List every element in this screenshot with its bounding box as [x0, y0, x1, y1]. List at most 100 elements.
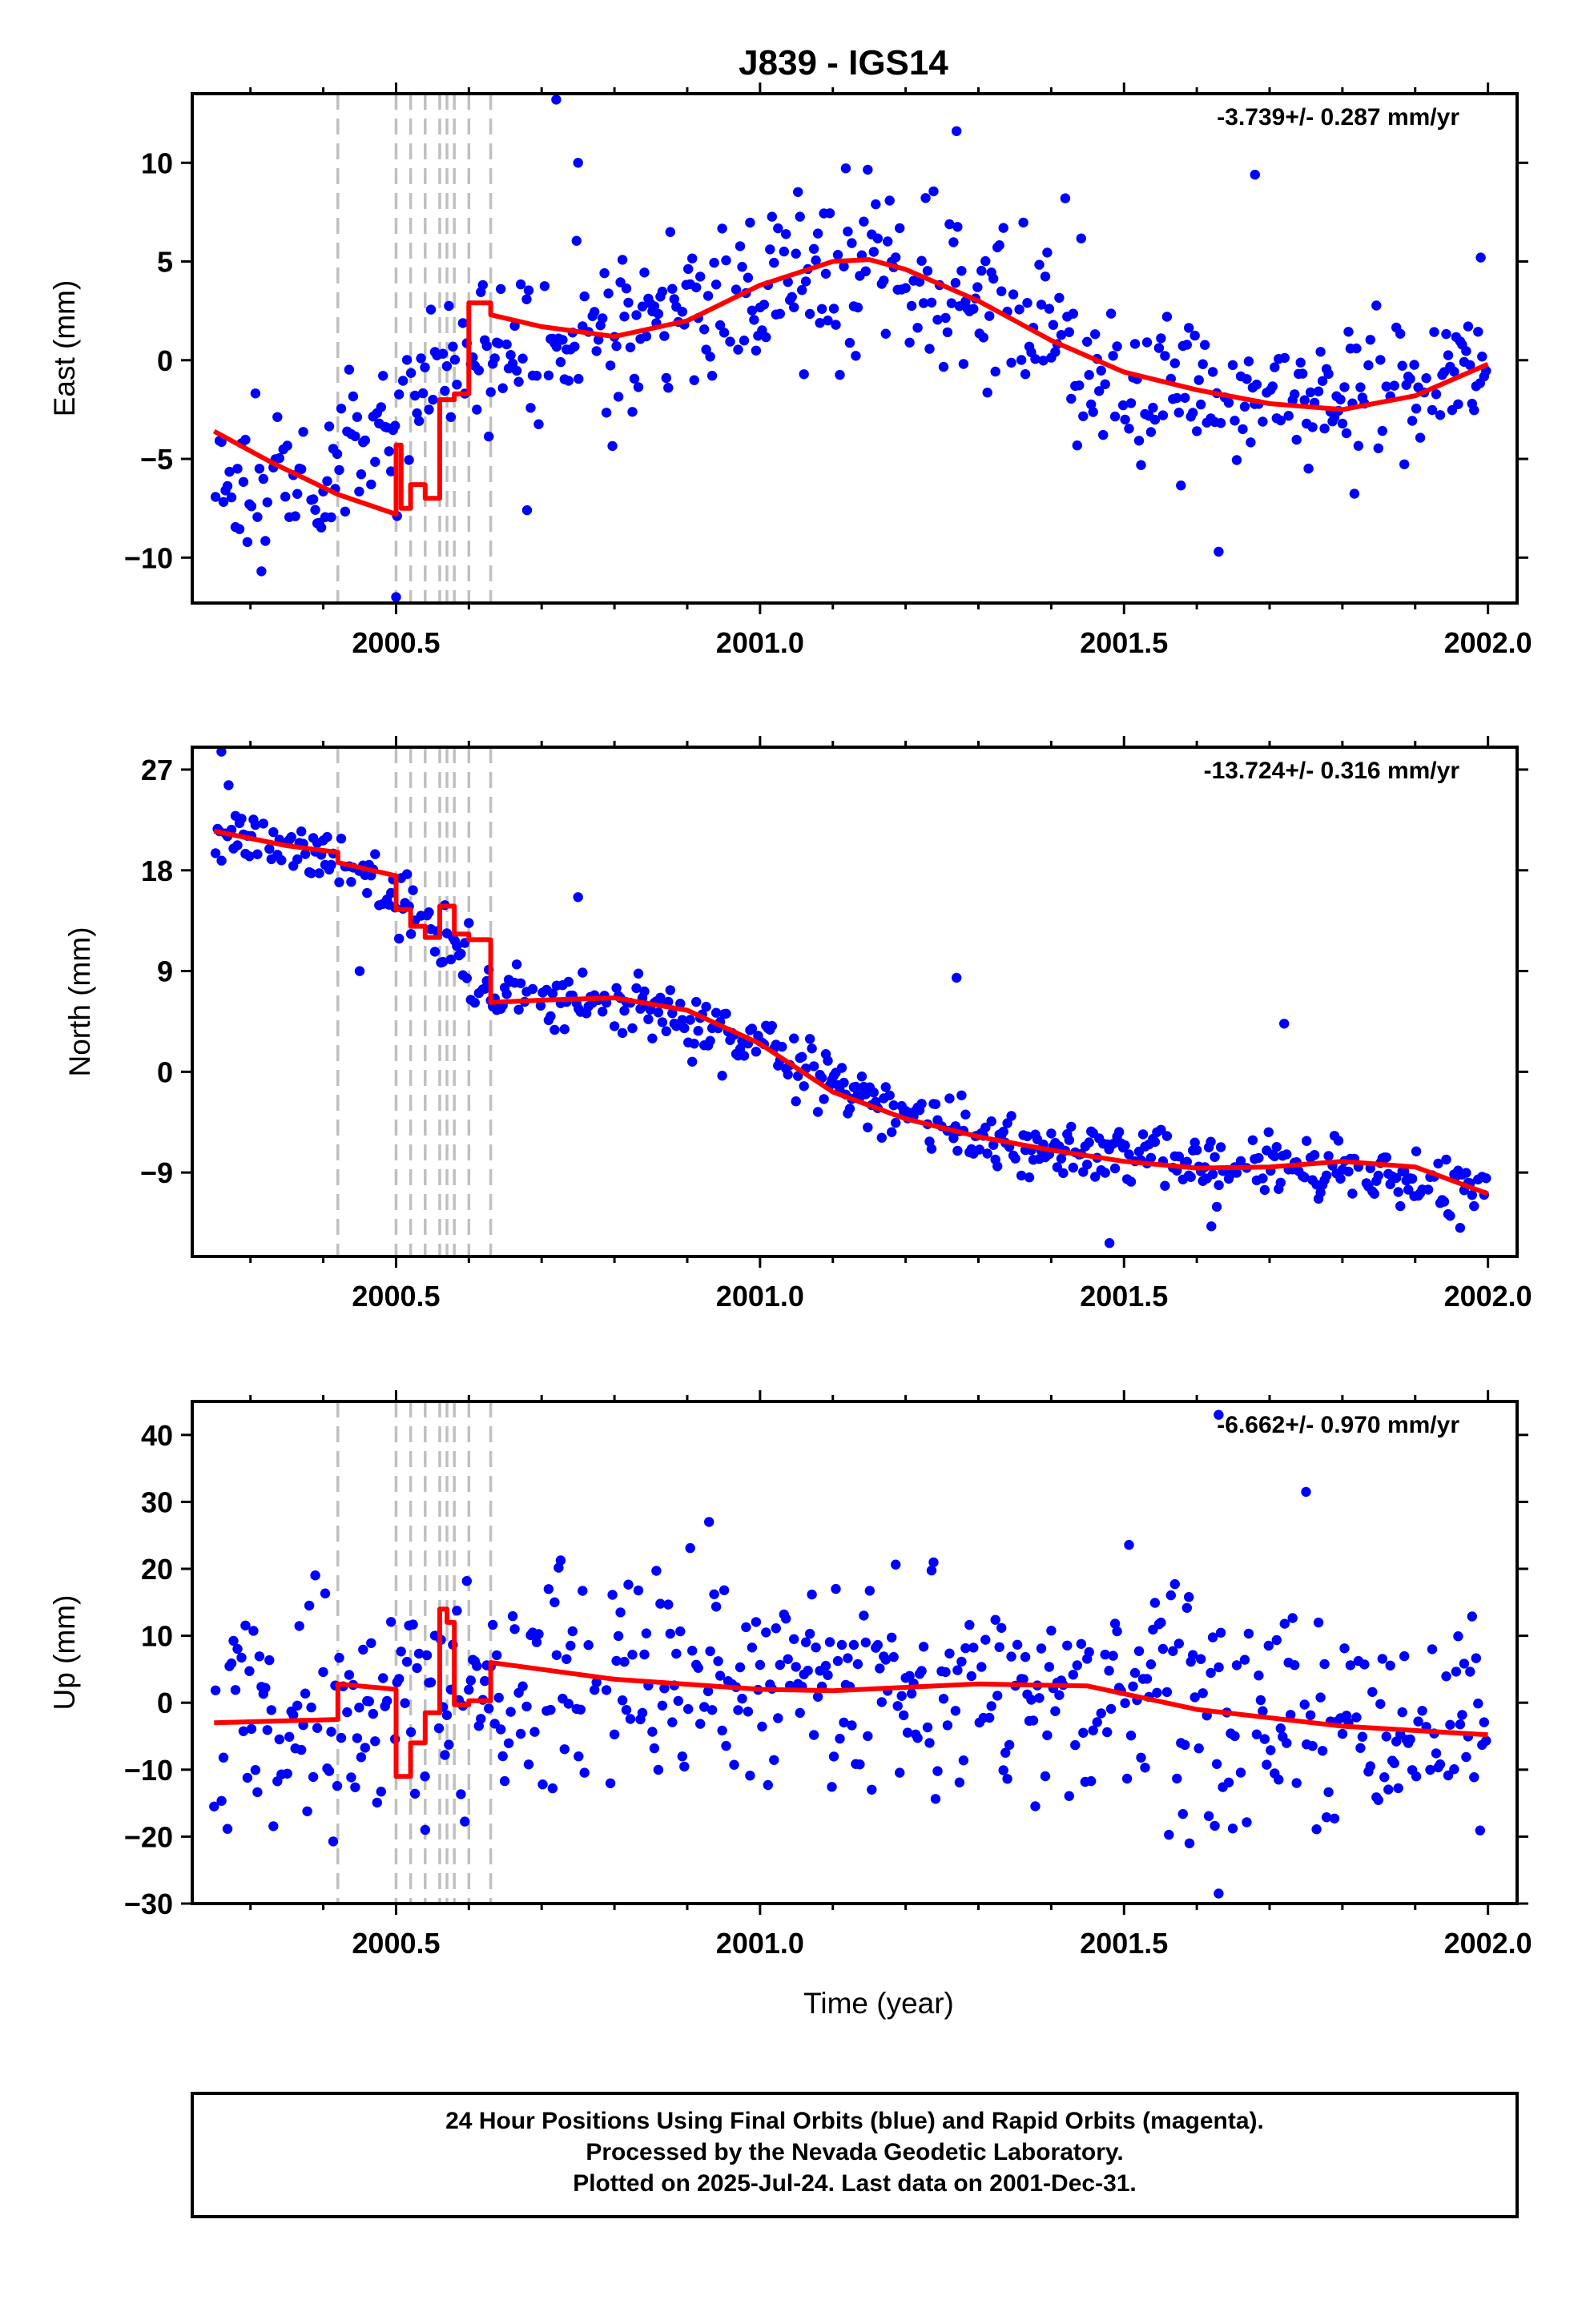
data-point [888, 1100, 899, 1111]
data-point [1172, 1773, 1182, 1784]
y-tick-label: −10 [124, 1754, 173, 1787]
data-point [1020, 1651, 1031, 1663]
data-point [876, 1132, 888, 1143]
data-point [340, 506, 351, 517]
data-point [960, 1642, 971, 1654]
data-point [1301, 1486, 1311, 1498]
data-point [1214, 546, 1224, 557]
data-point [346, 1772, 356, 1783]
data-point [579, 291, 590, 302]
data-point [601, 408, 612, 418]
data-point [879, 275, 889, 286]
data-point [665, 985, 675, 995]
data-point [1164, 1829, 1174, 1840]
data-point [1351, 1712, 1362, 1723]
data-point [946, 298, 957, 308]
data-point [710, 1602, 722, 1612]
data-point [820, 268, 831, 279]
data-point [1022, 298, 1032, 308]
data-point [988, 273, 999, 284]
data-point [1263, 1640, 1274, 1651]
data-point [354, 486, 364, 497]
data-point [891, 1117, 901, 1128]
data-point [625, 342, 636, 352]
data-point [649, 301, 660, 312]
data-point [1258, 1706, 1268, 1716]
data-point [401, 869, 413, 879]
data-point [990, 366, 1000, 377]
data-point [603, 288, 614, 299]
data-point [1239, 401, 1250, 412]
data-point [964, 1619, 975, 1630]
data-point [496, 283, 506, 295]
data-point [1084, 370, 1094, 380]
data-point [675, 1626, 686, 1637]
data-point [493, 338, 504, 349]
data-point [244, 1666, 255, 1676]
data-point [573, 158, 583, 168]
data-point [397, 376, 409, 386]
data-point [456, 1789, 466, 1799]
data-point [693, 1026, 703, 1036]
data-point [891, 1559, 901, 1570]
data-point [883, 236, 893, 247]
data-point [1058, 1168, 1069, 1179]
data-point [996, 286, 1007, 296]
data-point [405, 368, 417, 378]
data-point [1054, 1690, 1065, 1700]
data-point [348, 391, 359, 402]
data-point [517, 1681, 528, 1691]
data-point [739, 1051, 750, 1061]
data-point [982, 1148, 992, 1159]
data-point [761, 332, 771, 343]
data-point [775, 1659, 785, 1671]
data-point [242, 537, 253, 548]
data-point [1124, 1149, 1134, 1160]
data-point [988, 1140, 999, 1150]
data-point [1198, 359, 1208, 369]
data-point [484, 1703, 494, 1714]
data-point [1148, 402, 1158, 413]
data-point [256, 566, 267, 577]
data-point [521, 294, 532, 304]
data-point [408, 885, 418, 895]
data-point [719, 1585, 730, 1596]
data-point [930, 1794, 941, 1804]
data-point [226, 1658, 237, 1669]
data-point [499, 1775, 510, 1787]
data-point [1016, 355, 1027, 365]
x-tick-label: 2002.0 [1444, 1280, 1532, 1313]
data-point [1399, 1166, 1410, 1177]
data-point [1473, 327, 1483, 337]
data-point [986, 1701, 996, 1711]
data-point [1129, 1667, 1141, 1679]
data-point [1100, 1168, 1110, 1178]
data-point [318, 1667, 328, 1678]
data-point [1299, 1172, 1310, 1183]
data-point [1048, 320, 1059, 330]
data-point [804, 1034, 815, 1044]
data-point [386, 887, 396, 899]
data-point [871, 199, 881, 210]
data-point [621, 1705, 632, 1715]
data-point [563, 376, 574, 386]
data-point [480, 983, 490, 994]
data-point [745, 217, 755, 228]
data-point [918, 298, 929, 308]
data-point [1223, 397, 1234, 408]
data-point [1250, 169, 1261, 180]
data-point [1002, 1774, 1012, 1784]
data-point [1255, 1695, 1266, 1706]
data-point [1305, 1710, 1316, 1720]
data-point [394, 933, 405, 944]
data-point [647, 1033, 658, 1043]
data-point [366, 479, 376, 490]
data-point [1156, 1124, 1166, 1136]
data-point [1399, 1651, 1410, 1662]
data-point [759, 300, 770, 310]
velocity-label: -6.662+/- 0.970 mm/yr [1217, 1412, 1459, 1438]
data-point [1104, 1238, 1115, 1248]
data-point [1137, 1129, 1149, 1140]
data-point [505, 1707, 516, 1717]
footer-box: 24 Hour Positions Using Final Orbits (bl… [191, 2092, 1519, 2218]
